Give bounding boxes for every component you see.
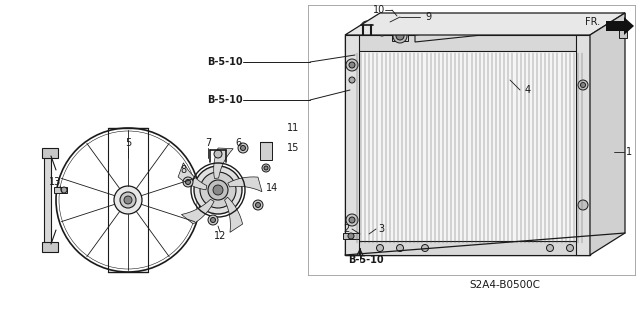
Circle shape (396, 32, 404, 40)
Circle shape (346, 59, 358, 71)
Text: FR.: FR. (585, 17, 600, 27)
Circle shape (393, 29, 407, 43)
Text: 15: 15 (287, 143, 299, 153)
Text: 2: 2 (344, 224, 350, 234)
Polygon shape (392, 33, 408, 41)
Polygon shape (415, 13, 625, 42)
Text: 1: 1 (626, 147, 632, 157)
Polygon shape (178, 163, 207, 190)
Text: 10: 10 (372, 5, 385, 15)
Circle shape (253, 200, 263, 210)
Circle shape (346, 214, 358, 226)
Circle shape (211, 218, 216, 222)
Polygon shape (44, 155, 51, 245)
Text: 14: 14 (266, 183, 278, 193)
Polygon shape (345, 35, 359, 255)
Polygon shape (42, 242, 58, 252)
Polygon shape (343, 233, 359, 239)
Polygon shape (225, 197, 243, 232)
Circle shape (208, 180, 228, 200)
Circle shape (349, 62, 355, 68)
Text: B-5-10: B-5-10 (207, 95, 243, 105)
Polygon shape (345, 35, 590, 255)
Text: 8: 8 (180, 165, 186, 175)
Text: 4: 4 (525, 85, 531, 95)
Polygon shape (345, 13, 625, 35)
Polygon shape (54, 187, 67, 193)
Polygon shape (214, 148, 233, 179)
Circle shape (214, 150, 222, 158)
Polygon shape (345, 35, 590, 51)
Circle shape (255, 203, 260, 207)
Text: B-5-10: B-5-10 (207, 57, 243, 67)
Circle shape (120, 192, 136, 208)
Circle shape (241, 145, 246, 151)
Circle shape (213, 185, 223, 195)
Text: 13: 13 (49, 177, 61, 187)
Circle shape (422, 244, 429, 251)
Circle shape (364, 24, 370, 30)
Circle shape (376, 244, 383, 251)
Circle shape (578, 80, 588, 90)
Polygon shape (619, 28, 627, 38)
Text: 12: 12 (214, 231, 226, 241)
Circle shape (361, 21, 373, 33)
Circle shape (348, 233, 354, 239)
Circle shape (349, 217, 355, 223)
Text: 5: 5 (125, 138, 131, 148)
Polygon shape (590, 13, 625, 255)
Text: 9: 9 (425, 12, 431, 22)
Polygon shape (42, 148, 58, 158)
Circle shape (378, 28, 386, 36)
Text: 11: 11 (287, 123, 299, 133)
Text: 6: 6 (235, 138, 241, 148)
Circle shape (397, 244, 403, 251)
Polygon shape (260, 142, 272, 160)
Polygon shape (345, 241, 590, 255)
Polygon shape (182, 199, 214, 224)
Circle shape (61, 187, 67, 193)
Text: 7: 7 (205, 138, 211, 148)
Text: 3: 3 (378, 224, 384, 234)
Circle shape (208, 215, 218, 225)
Circle shape (349, 77, 355, 83)
Polygon shape (606, 17, 634, 35)
Text: S2A4-B0500C: S2A4-B0500C (470, 280, 541, 290)
Circle shape (580, 83, 586, 87)
Circle shape (114, 186, 142, 214)
Circle shape (547, 244, 554, 251)
Circle shape (124, 196, 132, 204)
Circle shape (200, 172, 236, 208)
Polygon shape (228, 177, 262, 192)
Circle shape (566, 244, 573, 251)
Circle shape (264, 166, 268, 170)
Polygon shape (576, 35, 590, 255)
Circle shape (380, 30, 384, 34)
Circle shape (186, 180, 191, 184)
Circle shape (183, 177, 193, 187)
Circle shape (194, 166, 242, 214)
Text: B-5-10: B-5-10 (348, 255, 383, 265)
Circle shape (578, 200, 588, 210)
Circle shape (238, 143, 248, 153)
Circle shape (262, 164, 270, 172)
